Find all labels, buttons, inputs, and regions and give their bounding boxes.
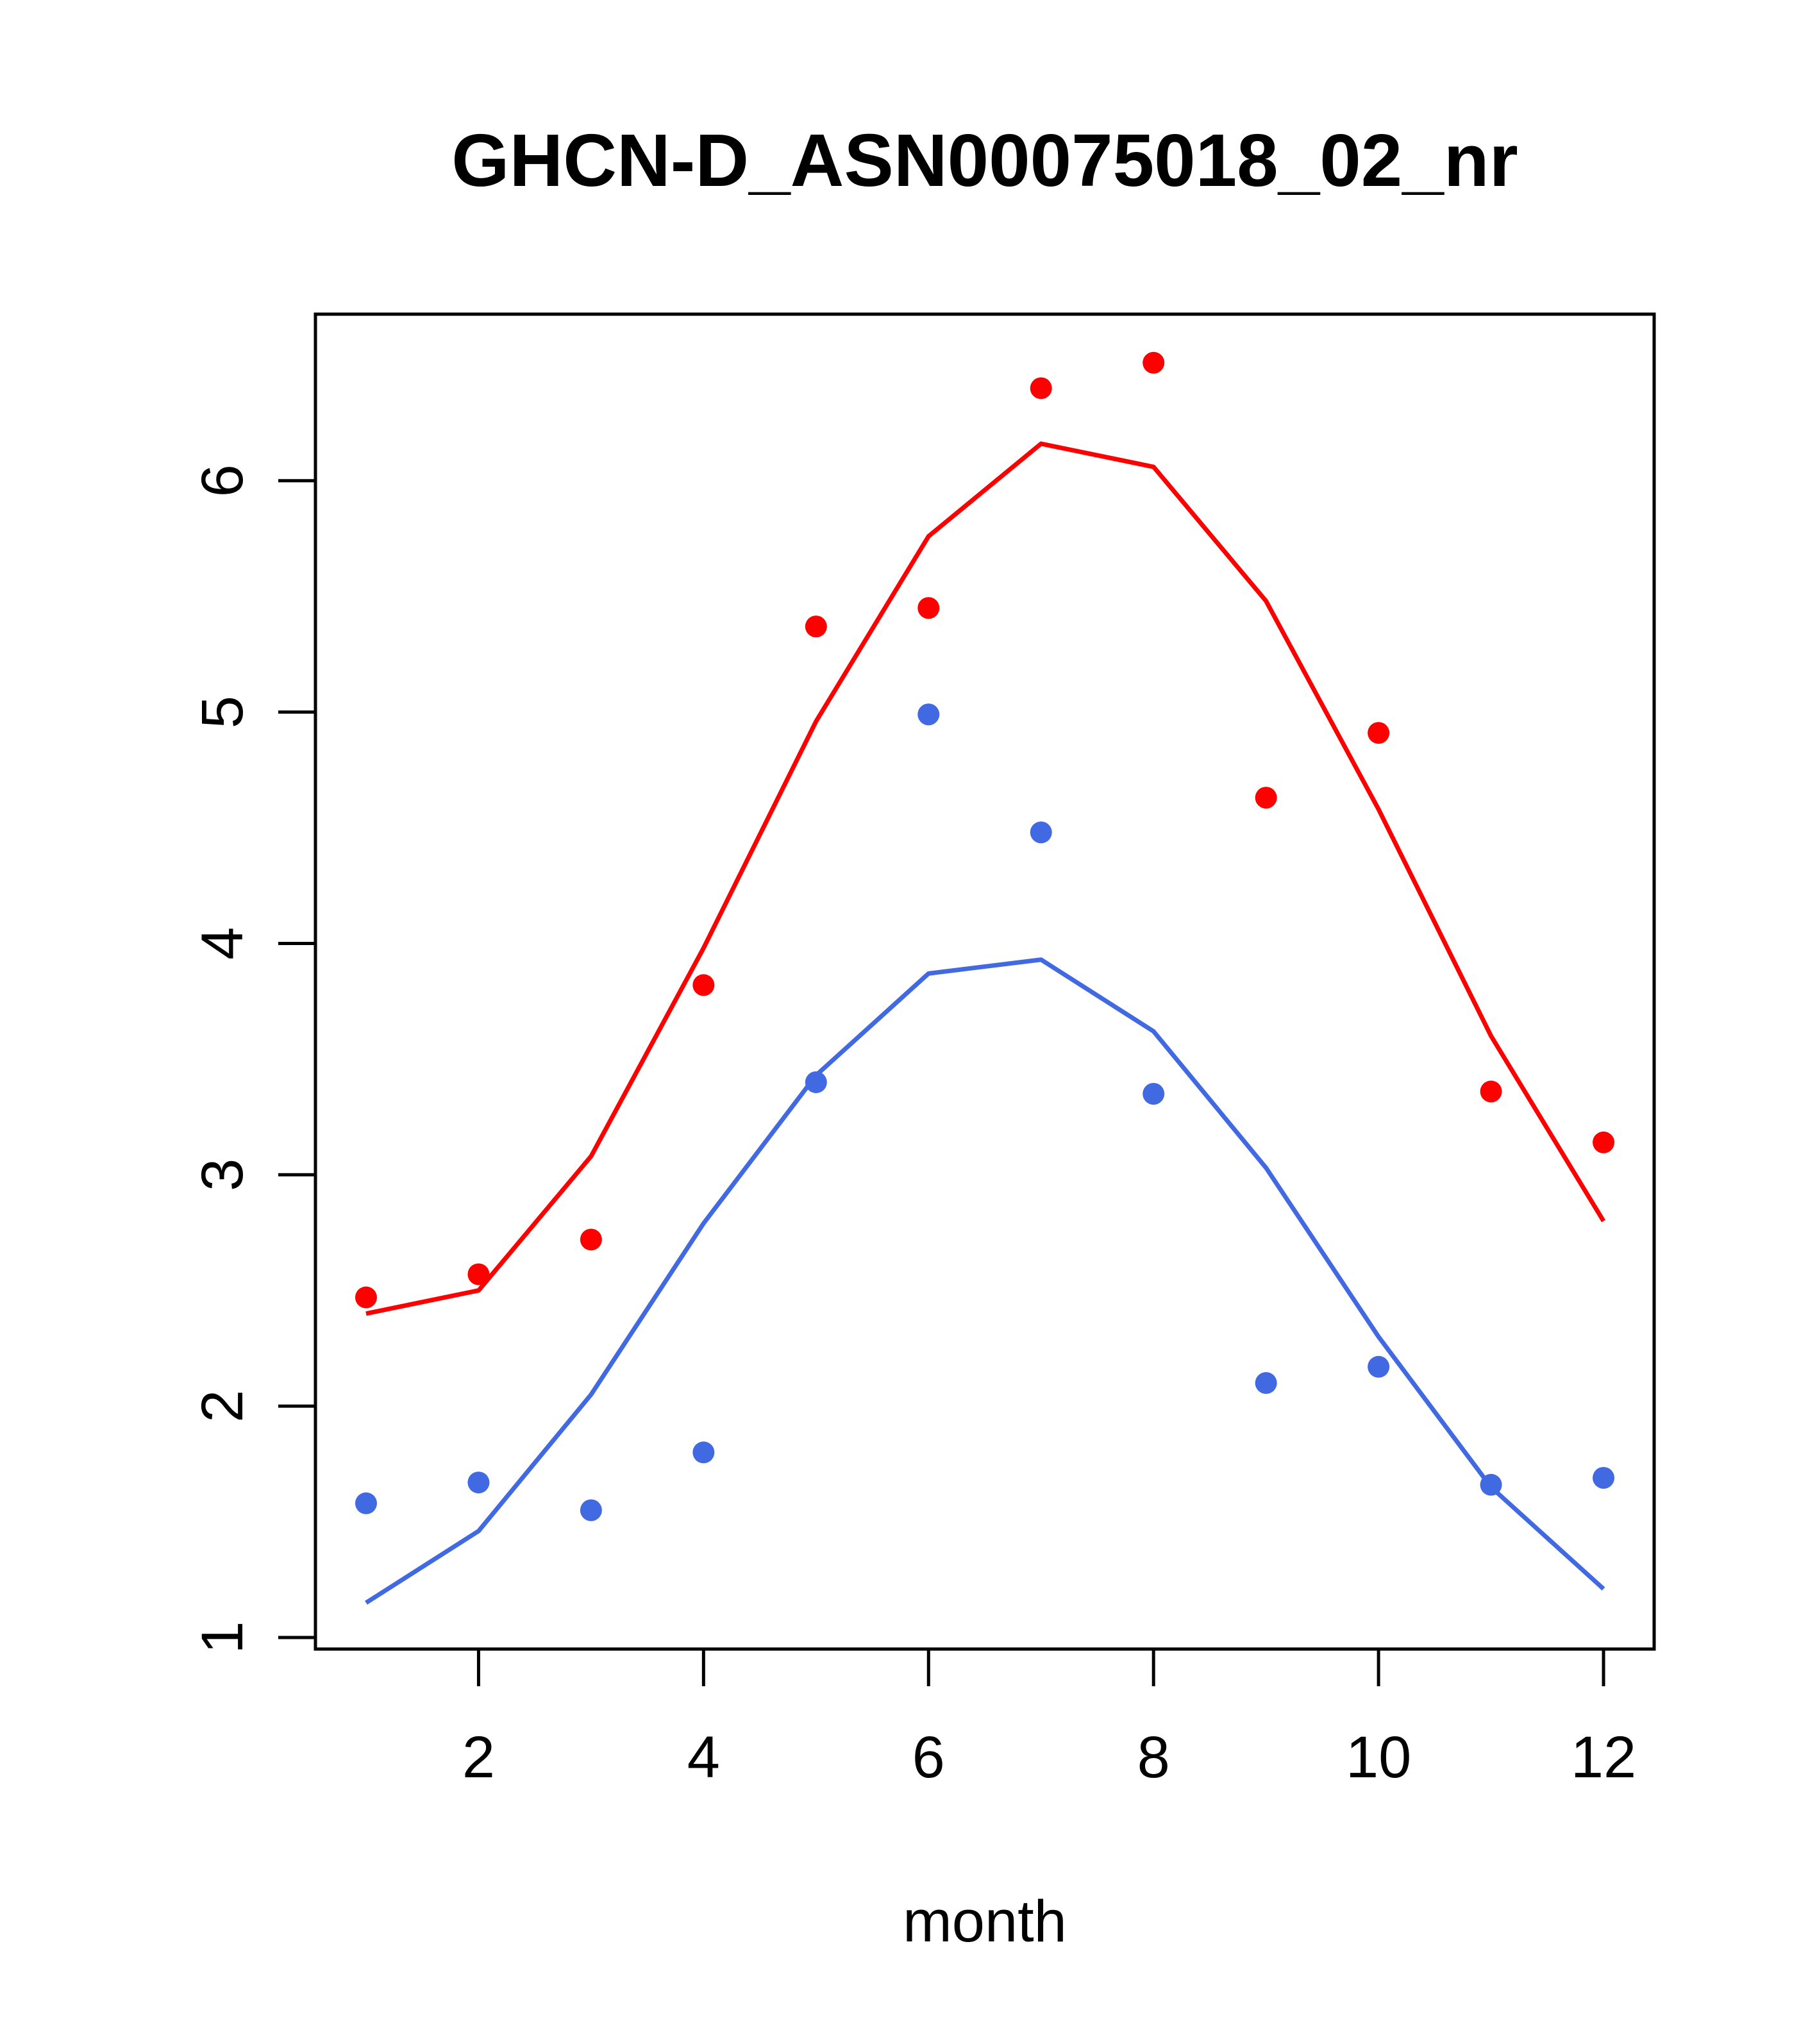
- y-tick-label: 2: [190, 1390, 255, 1423]
- series-1-point: [1255, 787, 1277, 809]
- x-tick-label: 12: [1571, 1725, 1636, 1790]
- series-1-point: [1480, 1080, 1502, 1103]
- series-2-point: [1368, 1355, 1390, 1378]
- x-tick-label: 10: [1346, 1725, 1411, 1790]
- series-1-point: [805, 616, 827, 638]
- chart-title: GHCN-D_ASN00075018_02_nr: [451, 119, 1518, 202]
- plot-frame: [314, 312, 1656, 1651]
- x-tick-label: 2: [462, 1725, 495, 1790]
- y-axis: 1 2 3 4 5 6: [190, 464, 317, 1654]
- series-1-point: [580, 1228, 602, 1251]
- y-tick-label: 4: [190, 927, 255, 960]
- series-2-line: [365, 957, 1605, 1605]
- series-2-point: [1030, 821, 1052, 844]
- y-tick-label: 1: [190, 1621, 255, 1654]
- series-2-point: [580, 1499, 602, 1521]
- x-axis-label: month: [903, 1889, 1067, 1954]
- series-1: [355, 351, 1615, 1316]
- series-2-point: [1143, 1083, 1165, 1105]
- series-2-point: [1593, 1466, 1615, 1489]
- y-tick-label: 6: [190, 464, 255, 497]
- series-1-point: [917, 597, 940, 619]
- series-2-point: [1255, 1372, 1277, 1395]
- series-2-point: [467, 1471, 490, 1494]
- series-2-point: [1480, 1473, 1502, 1496]
- series-2-point: [355, 1492, 377, 1514]
- series-2-point: [917, 703, 940, 726]
- series-2: [355, 703, 1615, 1605]
- series-layer: [355, 351, 1615, 1605]
- x-tick-label: 8: [1137, 1725, 1170, 1790]
- series-1-point: [1143, 351, 1165, 374]
- series-1-point: [1368, 722, 1390, 744]
- x-tick-label: 4: [687, 1725, 720, 1790]
- series-1-point: [1593, 1131, 1615, 1153]
- series-2-point: [692, 1441, 715, 1464]
- series-1-line: [365, 441, 1606, 1316]
- y-tick-label: 3: [190, 1159, 255, 1191]
- series-1-point: [692, 974, 715, 996]
- series-1-point: [355, 1286, 377, 1309]
- x-tick-label: 6: [912, 1725, 945, 1790]
- x-axis: 2 4 6 8 10 12: [462, 1647, 1636, 1790]
- series-1-point: [1030, 377, 1052, 399]
- series-1-point: [467, 1263, 490, 1286]
- y-tick-label: 5: [190, 696, 255, 728]
- series-2-point: [805, 1071, 827, 1093]
